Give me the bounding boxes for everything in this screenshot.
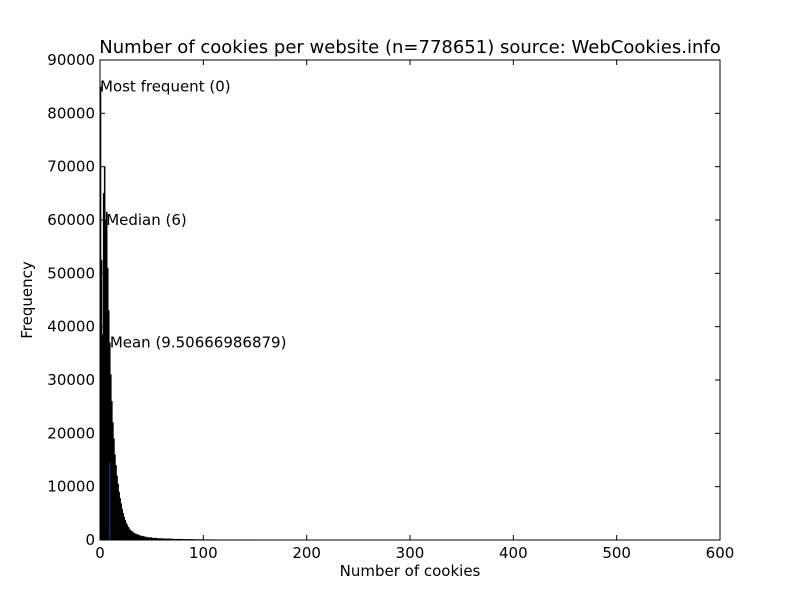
- x-axis-label: Number of cookies: [340, 562, 481, 580]
- histogram-bar: [130, 531, 134, 541]
- y-tick-label: 20000: [47, 424, 95, 442]
- x-tick-label: 600: [706, 544, 735, 562]
- y-tick-label: 50000: [47, 264, 95, 282]
- y-tick-label: 60000: [47, 211, 95, 229]
- histogram-bar: [141, 536, 145, 541]
- y-tick-label: 0: [85, 531, 95, 549]
- histogram-bar: [134, 533, 138, 541]
- annotation-label: Most frequent (0): [100, 78, 231, 96]
- y-tick-label: 30000: [47, 371, 95, 389]
- x-tick-label: 0: [95, 544, 105, 562]
- y-tick-label: 70000: [47, 158, 95, 176]
- histogram-bar: [139, 535, 142, 541]
- x-tick-label: 300: [396, 544, 425, 562]
- histogram-bar: [136, 534, 140, 541]
- x-tick-label: 100: [189, 544, 218, 562]
- chart-title: Number of cookies per website (n=778651)…: [99, 37, 720, 58]
- annotation-label: Median (6): [106, 211, 187, 229]
- histogram-bar: [132, 532, 136, 541]
- x-tick-label: 400: [499, 544, 528, 562]
- plot-frame: [99, 59, 721, 541]
- histogram-bars: [99, 86, 701, 541]
- y-axis-label: Frequency: [18, 261, 36, 339]
- y-tick-label: 80000: [47, 104, 95, 122]
- annotation-label: Mean (9.50666986879): [110, 334, 287, 352]
- annotations: Most frequent (0) Median (6) Mean (9.50666…: [100, 78, 286, 352]
- y-tick-label: 90000: [47, 51, 95, 69]
- x-tick-label: 200: [292, 544, 321, 562]
- y-tick-label: 40000: [47, 318, 95, 336]
- x-tick-label: 500: [602, 544, 631, 562]
- y-tick-label: 10000: [47, 478, 95, 496]
- axis-ticks: 0 100 200 300 400 500 600 0 10000 20000 30000 40000…: [47, 51, 734, 562]
